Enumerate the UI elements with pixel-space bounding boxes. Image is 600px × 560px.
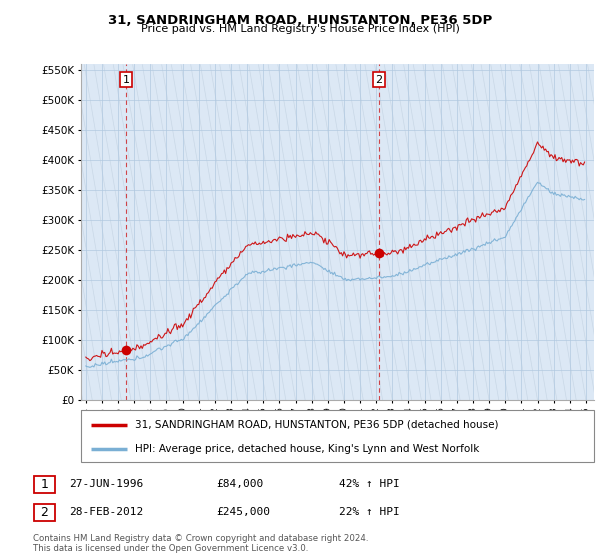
Text: 42% ↑ HPI: 42% ↑ HPI <box>339 479 400 489</box>
Text: 2: 2 <box>376 74 383 85</box>
Text: Price paid vs. HM Land Registry's House Price Index (HPI): Price paid vs. HM Land Registry's House … <box>140 24 460 34</box>
Text: 2: 2 <box>40 506 49 519</box>
FancyBboxPatch shape <box>81 410 594 462</box>
Text: 27-JUN-1996: 27-JUN-1996 <box>69 479 143 489</box>
Text: £84,000: £84,000 <box>216 479 263 489</box>
Text: £245,000: £245,000 <box>216 507 270 517</box>
Text: 1: 1 <box>122 74 130 85</box>
FancyBboxPatch shape <box>34 504 55 521</box>
Text: 28-FEB-2012: 28-FEB-2012 <box>69 507 143 517</box>
Text: 22% ↑ HPI: 22% ↑ HPI <box>339 507 400 517</box>
FancyBboxPatch shape <box>34 476 55 493</box>
Text: HPI: Average price, detached house, King's Lynn and West Norfolk: HPI: Average price, detached house, King… <box>135 444 479 454</box>
Text: Contains HM Land Registry data © Crown copyright and database right 2024.
This d: Contains HM Land Registry data © Crown c… <box>33 534 368 553</box>
Text: 1: 1 <box>40 478 49 491</box>
Text: 31, SANDRINGHAM ROAD, HUNSTANTON, PE36 5DP: 31, SANDRINGHAM ROAD, HUNSTANTON, PE36 5… <box>108 14 492 27</box>
Text: 31, SANDRINGHAM ROAD, HUNSTANTON, PE36 5DP (detached house): 31, SANDRINGHAM ROAD, HUNSTANTON, PE36 5… <box>135 420 499 430</box>
